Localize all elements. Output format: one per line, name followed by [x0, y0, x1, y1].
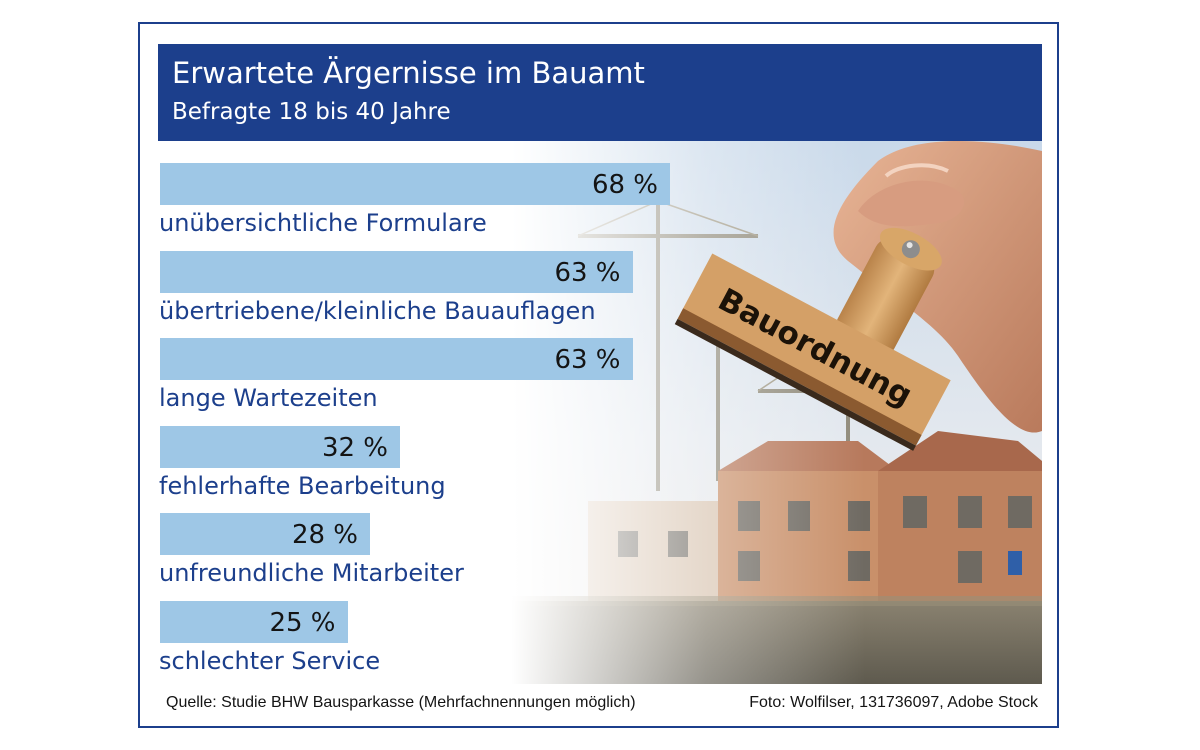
source-note: Quelle: Studie BHW Bausparkasse (Mehrfac… — [166, 694, 636, 711]
construction-stamp-photo: Bauordnung — [158, 141, 1042, 684]
chart-subtitle: Befragte 18 bis 40 Jahre — [172, 99, 451, 125]
chart-header: Erwartete Ärgernisse im Bauamt Befragte … — [158, 44, 1042, 141]
photo-credit: Foto: Wolfilser, 131736097, Adobe Stock — [749, 694, 1038, 711]
chart-title: Erwartete Ärgernisse im Bauamt — [172, 56, 645, 90]
